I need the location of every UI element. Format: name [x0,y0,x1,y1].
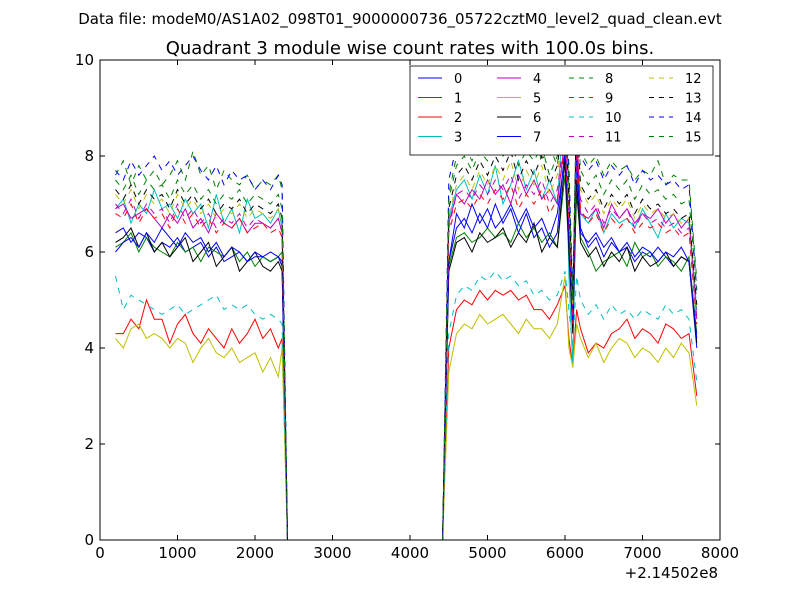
y-tick-label: 2 [84,435,94,453]
legend-label-7: 7 [533,131,541,146]
x-offset-label: +2.14502e8 [625,564,718,582]
x-tick-label: 6000 [546,544,584,562]
y-tick-label: 10 [75,51,94,69]
series-line-13 [115,107,698,541]
series-line-12 [115,112,698,541]
x-tick-label: 8000 [701,544,739,562]
legend-label-3: 3 [454,131,462,146]
legend-label-5: 5 [533,92,541,107]
y-tick-label: 4 [84,339,94,357]
legend-label-12: 12 [685,72,702,87]
legend-label-0: 0 [454,72,462,87]
legend-label-6: 6 [533,111,541,126]
series-line-3 [115,88,698,541]
x-tick-label: 3000 [313,544,351,562]
series-line-4 [115,127,698,541]
legend-label-15: 15 [685,131,702,146]
x-tick-label: 1000 [158,544,196,562]
x-tick-label: 5000 [468,544,506,562]
legend-label-4: 4 [533,72,541,87]
plot-frame [99,59,721,541]
x-tick-label: 2000 [236,544,274,562]
legend-label-14: 14 [685,111,702,126]
chart-title: Quadrant 3 module wise count rates with … [166,38,655,59]
legend-box [409,65,714,156]
y-tick-label: 6 [84,243,94,261]
series-line-5 [115,275,698,541]
legend-label-11: 11 [605,131,622,146]
x-tick-label: 4000 [391,544,429,562]
series-line-1 [115,175,698,541]
series-line-6 [115,160,698,541]
legend-label-10: 10 [605,111,622,126]
legend-label-8: 8 [605,72,613,87]
series-line-7 [115,146,698,541]
series-line-9 [115,146,698,541]
y-tick-label: 0 [84,531,94,549]
x-tick-label: 7000 [623,544,661,562]
data-file-header: Data file: modeM0/AS1A02_098T01_90000007… [78,10,722,29]
x-tick-label: 0 [95,544,105,562]
series-line-8 [115,103,698,541]
y-tick-label: 8 [84,147,94,165]
legend-label-2: 2 [454,111,462,126]
series-line-10 [115,270,698,541]
series-line-2 [115,285,698,541]
legend-label-9: 9 [605,92,613,107]
legend-label-13: 13 [685,92,702,107]
legend-label-1: 1 [454,92,462,107]
